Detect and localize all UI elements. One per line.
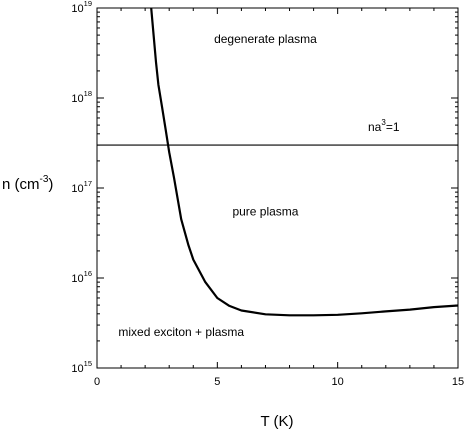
y-tick-label: 1015: [71, 359, 92, 375]
y-tick-exponent: 15: [84, 359, 92, 368]
y-tick-label: 1016: [71, 269, 92, 285]
reference-label-base: na: [368, 120, 382, 134]
region-label: pure plasma: [232, 204, 298, 218]
reference-label-tail: =1: [386, 120, 400, 134]
y-tick-base: 10: [71, 273, 83, 285]
data-lines: [97, 7, 459, 317]
y-tick-base: 10: [71, 3, 83, 15]
boundary-curve: [150, 7, 459, 317]
x-tick-label: 5: [214, 376, 220, 388]
y-axis-label-base: n (cm: [2, 176, 40, 193]
y-axis-label: n (cm-3): [2, 174, 53, 193]
region-label: mixed exciton + plasma: [118, 325, 244, 339]
y-tick-exponent: 18: [84, 89, 92, 98]
y-tick-exponent: 19: [84, 0, 92, 8]
y-tick-base: 10: [71, 93, 83, 105]
x-tick-label: 10: [332, 376, 344, 388]
y-tick-label: 1019: [71, 0, 92, 15]
y-tick-exponent: 17: [84, 179, 92, 188]
y-tick-label: 1018: [71, 89, 92, 105]
region-label: degenerate plasma: [214, 32, 317, 46]
annotations: na3=1 degenerate plasma pure plasma mixed e…: [118, 32, 399, 339]
y-tick-exponent: 16: [84, 269, 92, 278]
reference-label-exponent: 3: [381, 118, 386, 127]
y-tick-base: 10: [71, 183, 83, 195]
y-tick-base: 10: [71, 363, 83, 375]
reference-line-label: na3=1: [368, 118, 400, 134]
y-tick-label: 1017: [71, 179, 92, 195]
x-axis-label: T (K): [260, 413, 293, 430]
y-axis-label-close: ): [48, 176, 53, 193]
y-axis-label-exponent: -3: [40, 174, 49, 185]
x-tick-label: 0: [94, 376, 100, 388]
x-tick-label: 15: [452, 376, 464, 388]
